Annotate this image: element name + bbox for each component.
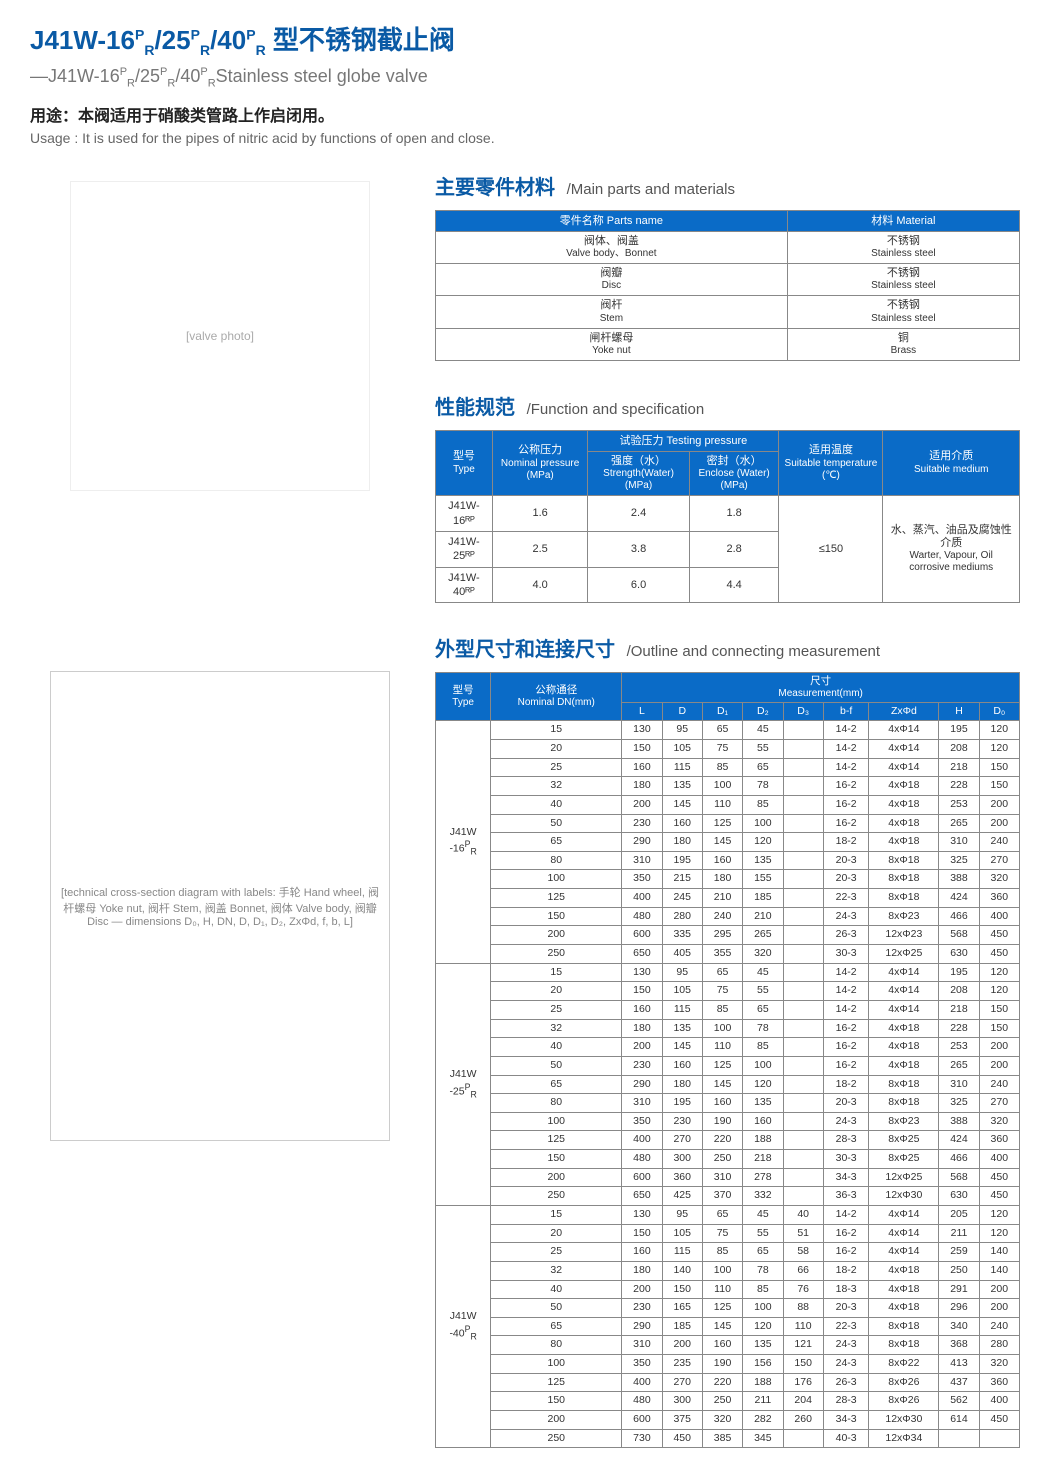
table-row: 阀体、阀盖Valve body、Bonnet 不锈钢Stainless stee…	[436, 232, 1020, 264]
table-row: 402001451108516-24xΦ18253200	[436, 795, 1020, 814]
usage-en: Usage : It is used for the pipes of nitr…	[30, 130, 1020, 146]
table-row: 402001451108516-24xΦ18253200	[436, 1038, 1020, 1057]
dims-col-header: D₁	[702, 702, 742, 721]
dims-th-type: 型号Type	[436, 673, 491, 721]
dims-th-dn: 公称通径Nominal DN(mm)	[491, 673, 622, 721]
dims-th-meas: 尺寸Measurement(mm)	[622, 673, 1020, 703]
table-row: 阀瓣Disc 不锈钢Stainless steel	[436, 264, 1020, 296]
spec-th-strength: 强度（水）Strength(Water) (MPa)	[588, 452, 689, 496]
usage-cn: 用途：本阀适用于硝酸类管路上作启闭用。	[30, 102, 1020, 126]
spec-th-temp: 适用温度Suitable temperature (℃)	[779, 430, 883, 495]
page-title: J41W-16PR/25PR/40PR 型不锈钢截止阀	[30, 20, 1020, 58]
table-row: 321801351007816-24xΦ18228150	[436, 777, 1020, 796]
section-dims-title-cn: 外型尺寸和连接尺寸	[435, 639, 615, 661]
table-row: 25160115856514-24xΦ14218150	[436, 758, 1020, 777]
parts-th-name: 零件名称 Parts name	[436, 210, 788, 231]
table-row: 2015010575555116-24xΦ14211120	[436, 1224, 1020, 1243]
table-row: 6529018014512018-28xΦ18310240	[436, 1075, 1020, 1094]
table-row: 6529018514512011022-38xΦ18340240	[436, 1317, 1020, 1336]
parts-th-material: 材料 Material	[787, 210, 1019, 231]
table-row: 12540027022018817626-38xΦ26437360	[436, 1373, 1020, 1392]
spec-th-enclose: 密封（水）Enclose (Water) (MPa)	[689, 452, 779, 496]
table-row: 32180140100786618-24xΦ18250140	[436, 1261, 1020, 1280]
table-row: 12540027022018828-38xΦ25424360	[436, 1131, 1020, 1150]
table-row: 20060033529526526-312xΦ23568450	[436, 926, 1020, 945]
table-row: 25065042537033236-312xΦ30630450	[436, 1187, 1020, 1206]
table-row: 8031019516013520-38xΦ18325270	[436, 1094, 1020, 1113]
section-parts-title-en: /Main parts and materials	[567, 181, 735, 198]
table-row: J41W-16PR1513095654514-24xΦ14195120	[436, 721, 1020, 740]
dims-table: 型号Type 公称通径Nominal DN(mm) 尺寸Measurement(…	[435, 672, 1020, 1448]
valve-photo: [valve photo]	[70, 181, 370, 491]
table-row: 10035021518015520-38xΦ18388320	[436, 870, 1020, 889]
table-row: 321801351007816-24xΦ18228150	[436, 1019, 1020, 1038]
table-row: J41W-16ᴿᴾ1.62.41.8≤150 水、蒸汽、油品及腐蚀性介质Wart…	[436, 496, 1020, 532]
table-row: 15048030025021830-38xΦ25466400	[436, 1150, 1020, 1169]
dims-col-header: D	[662, 702, 702, 721]
section-parts-title-cn: 主要零件材料	[435, 177, 555, 199]
table-row: J41W-40PR151309565454014-24xΦ14205120	[436, 1205, 1020, 1224]
table-row: 40200150110857618-34xΦ18291200	[436, 1280, 1020, 1299]
table-row: 8031019516013520-38xΦ18325270	[436, 851, 1020, 870]
dims-col-header: L	[622, 702, 662, 721]
page-subtitle: —J41W-16PR/25PR/40PRStainless steel glob…	[30, 66, 1020, 90]
table-row: 25160115856514-24xΦ14218150	[436, 1000, 1020, 1019]
dims-col-header: b-f	[823, 702, 869, 721]
section-spec-title: 性能规范 /Function and specification	[435, 391, 1020, 420]
dims-col-header: D₂	[743, 702, 783, 721]
dims-col-header: D₃	[783, 702, 823, 721]
parts-table: 零件名称 Parts name 材料 Material 阀体、阀盖Valve b…	[435, 210, 1020, 361]
table-row: 5023016012510016-24xΦ18265200	[436, 814, 1020, 833]
spec-th-test: 试验压力 Testing pressure	[588, 430, 779, 451]
table-row: J41W-25PR1513095654514-24xΦ14195120	[436, 963, 1020, 982]
table-row: 502301651251008820-34xΦ18296200	[436, 1299, 1020, 1318]
table-row: 阀杆Stem 不锈钢Stainless steel	[436, 296, 1020, 328]
table-row: 闸杆螺母Yoke nut 铜Brass	[436, 328, 1020, 360]
section-dims-title: 外型尺寸和连接尺寸 /Outline and connecting measur…	[435, 633, 1020, 662]
table-row: 15048028024021024-38xΦ23466400	[436, 907, 1020, 926]
spec-th-medium: 适用介质Suitable medium	[883, 430, 1020, 495]
table-row: 25073045038534540-312xΦ34	[436, 1429, 1020, 1448]
table-row: 25065040535532030-312xΦ25630450	[436, 945, 1020, 964]
dims-col-header: H	[939, 702, 979, 721]
section-spec-title-en: /Function and specification	[527, 401, 705, 418]
spec-table: 型号Type 公称压力Nominal pressure (MPa) 试验压力 T…	[435, 430, 1020, 603]
table-row: 8031020016013512124-38xΦ18368280	[436, 1336, 1020, 1355]
table-row: 20060036031027834-312xΦ25568450	[436, 1168, 1020, 1187]
table-row: 10035023019016024-38xΦ23388320	[436, 1112, 1020, 1131]
spec-th-nominal: 公称压力Nominal pressure (MPa)	[492, 430, 587, 495]
spec-th-type: 型号Type	[436, 430, 493, 495]
table-row: 15048030025021120428-38xΦ26562400	[436, 1392, 1020, 1411]
table-row: 5023016012510016-24xΦ18265200	[436, 1056, 1020, 1075]
table-row: 20060037532028226034-312xΦ30614450	[436, 1411, 1020, 1430]
table-row: 20150105755514-24xΦ14208120	[436, 739, 1020, 758]
section-spec-title-cn: 性能规范	[435, 397, 515, 419]
table-row: 20150105755514-24xΦ14208120	[436, 982, 1020, 1001]
table-row: 2516011585655816-24xΦ14259140	[436, 1243, 1020, 1262]
dims-col-header: D₀	[979, 702, 1019, 721]
section-dims-title-en: /Outline and connecting measurement	[627, 643, 880, 660]
table-row: 6529018014512018-24xΦ18310240	[436, 833, 1020, 852]
table-row: 12540024521018522-38xΦ18424360	[436, 889, 1020, 908]
dims-col-header: ZxΦd	[869, 702, 939, 721]
section-parts-title: 主要零件材料 /Main parts and materials	[435, 171, 1020, 200]
table-row: 10035023519015615024-38xΦ22413320	[436, 1355, 1020, 1374]
valve-diagram: [technical cross-section diagram with la…	[50, 671, 390, 1141]
